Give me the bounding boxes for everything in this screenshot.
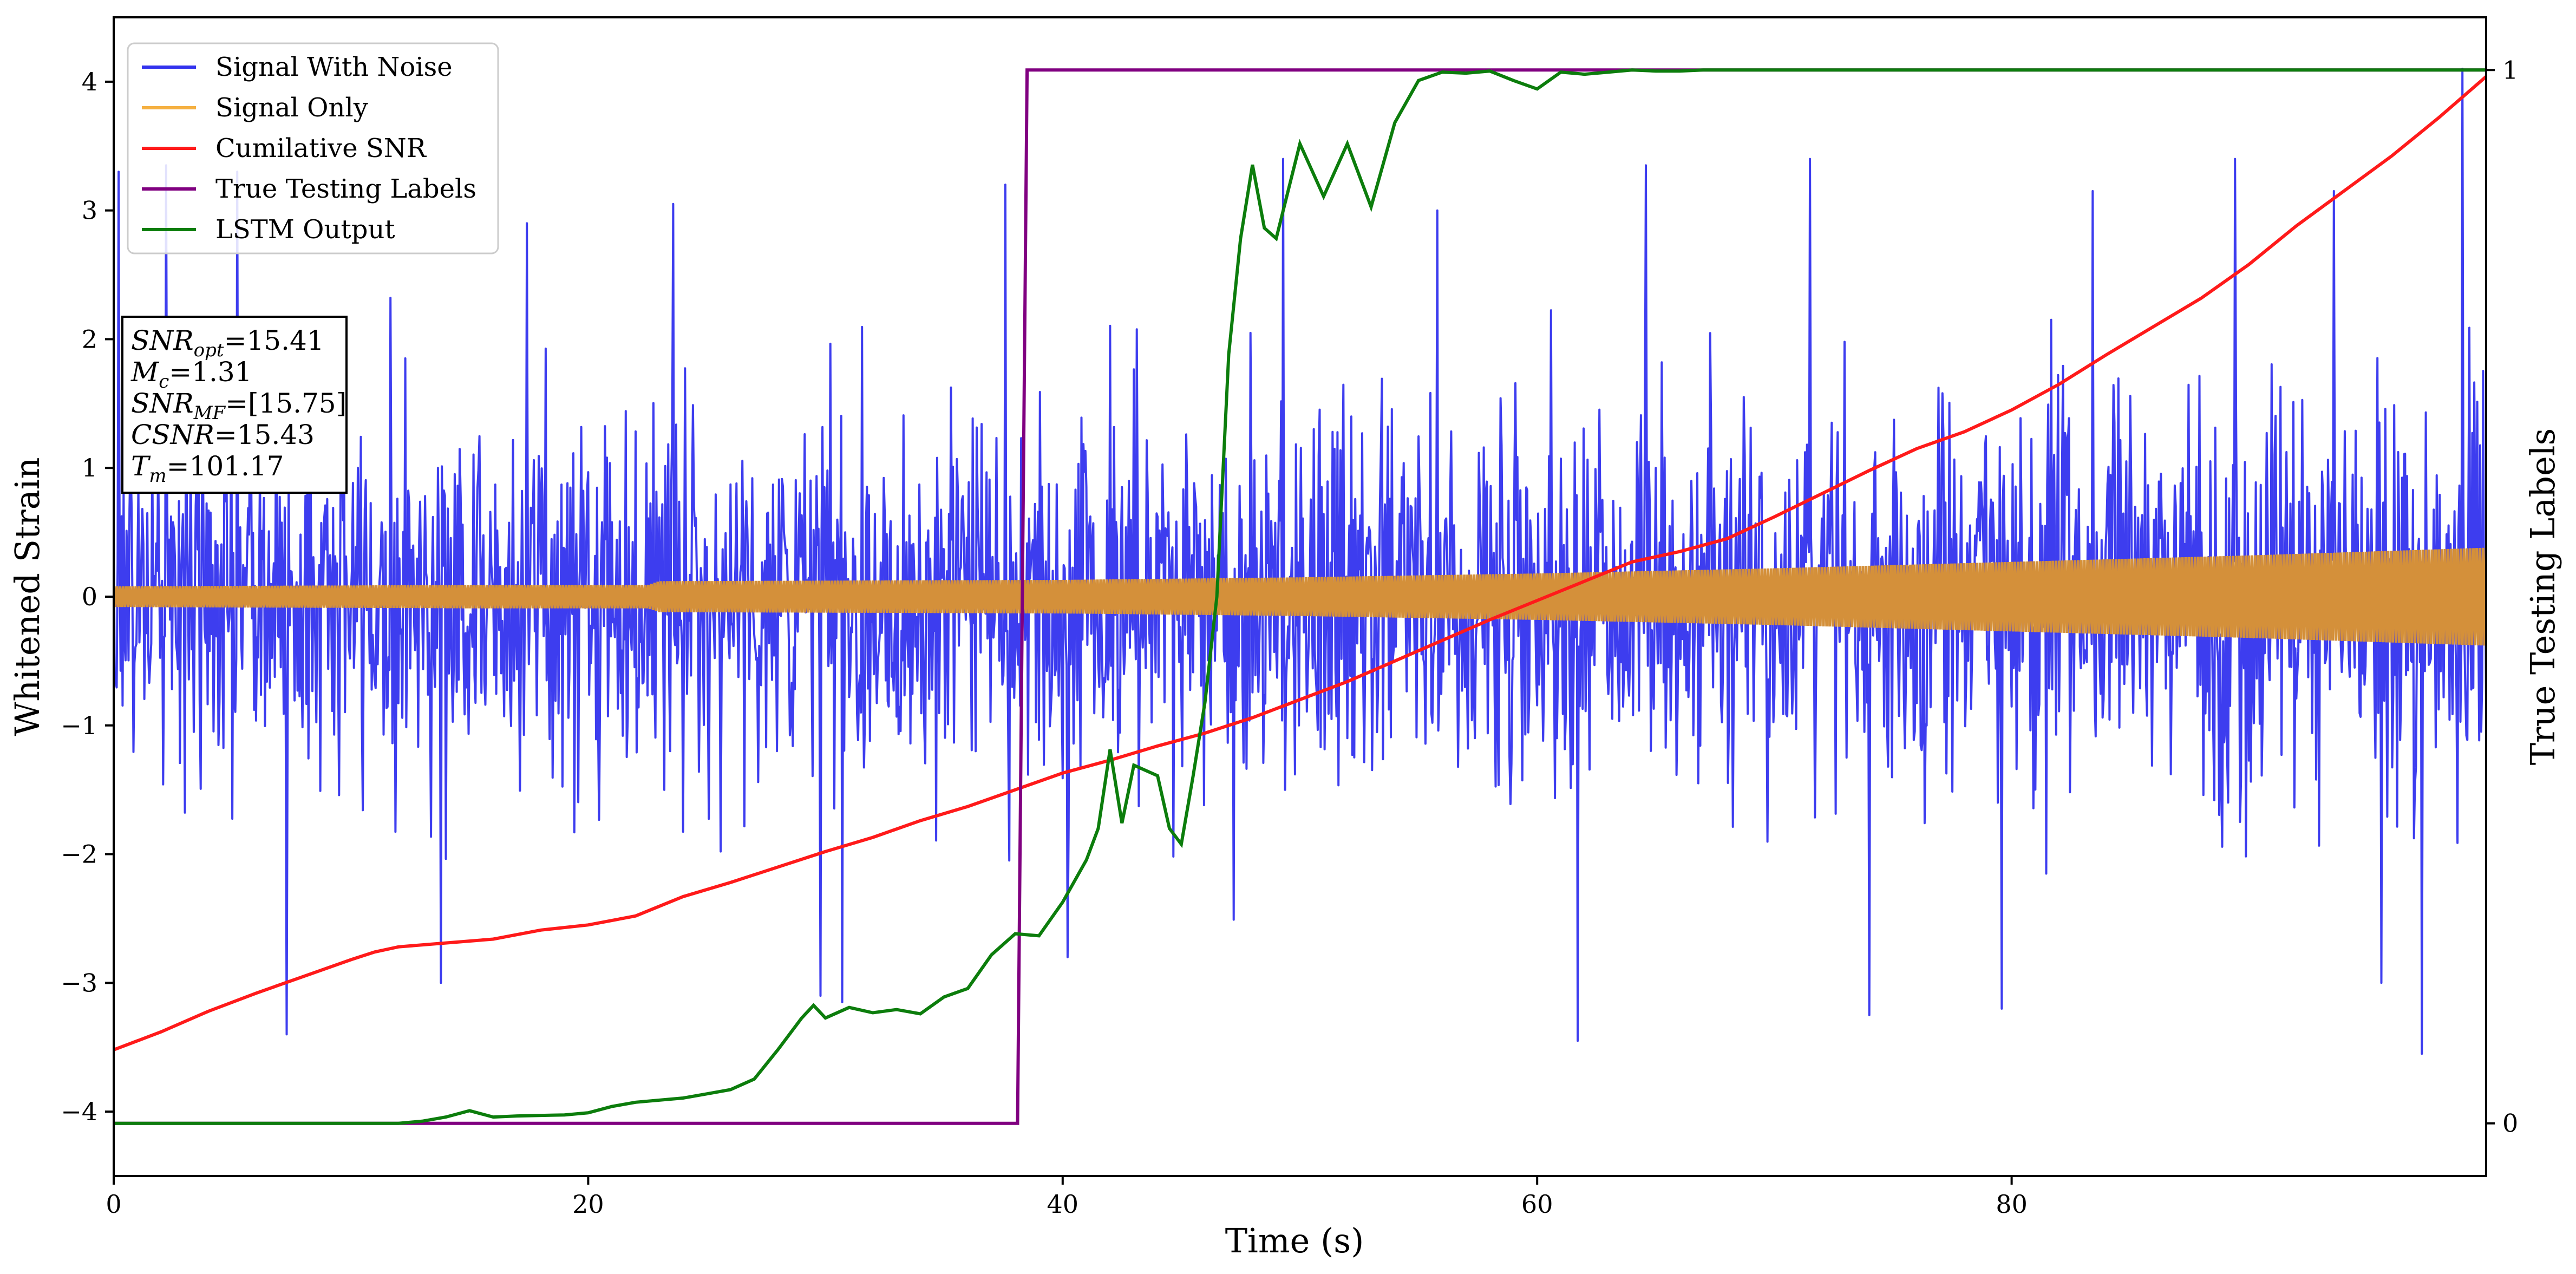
legend-label: Cumilative SNR [215,133,427,164]
y2-axis-label: True Testing Labels [2523,428,2562,766]
legend-label: Signal With Noise [215,52,453,82]
y-axis-ticks: −4 −3 −2 −1 0 1 2 3 4 [61,67,114,1126]
legend-label: Signal Only [215,93,368,123]
legend: Signal With Noise Signal Only Cumilative S… [127,42,499,254]
x-axis-ticks: 0 20 40 60 80 [106,1176,2028,1219]
cumulative-snr-line [114,75,2486,1051]
y-tick-label: 2 [82,324,97,354]
y-tick-label: 0 [82,582,97,611]
annotation-box [121,316,348,494]
x-tick-label: 80 [1996,1190,2028,1219]
cumulative-snr-series [114,75,2486,1051]
y-tick-label: −4 [61,1097,97,1126]
lstm-output-series [114,68,2486,1125]
legend-label: True Testing Labels [215,174,476,204]
lstm-output-line [114,68,2486,1125]
annotation-line: Tm=101.17 [131,450,284,487]
plot-area [114,68,2486,1125]
y2-axis-ticks: 01 [2486,55,2518,1138]
legend-box [127,42,499,254]
y-axis-label: Whitened Strain [8,458,47,736]
signal-only-series [114,547,2486,646]
x-tick-label: 60 [1521,1190,1553,1219]
x-axis-label: Time (s) [1225,1221,1364,1260]
x-tick-label: 0 [106,1190,121,1219]
y2-tick-label: 0 [2502,1109,2518,1138]
annotation-line: SNRMF=[15.75] [131,388,346,424]
annotation-line: SNRopt=15.41 [131,325,324,361]
y2-tick-label: 1 [2502,55,2518,84]
y-tick-label: 1 [82,453,97,482]
signal-only-line [114,547,2486,646]
x-tick-label: 40 [1047,1190,1079,1219]
y-tick-label: −3 [61,968,97,997]
y-tick-label: −2 [61,840,97,869]
annotation-line: CSNR=15.43 [131,419,315,450]
legend-label: LSTM Output [215,214,395,245]
y-tick-label: −1 [61,711,97,740]
y-tick-label: 3 [82,196,97,225]
annotation-line: Mc=1.31 [130,356,252,393]
y-tick-label: 4 [82,67,97,96]
x-tick-label: 20 [572,1190,604,1219]
parameter-annotation: SNRopt=15.41Mc=1.31SNRMF=[15.75]CSNR=15.… [121,316,348,494]
